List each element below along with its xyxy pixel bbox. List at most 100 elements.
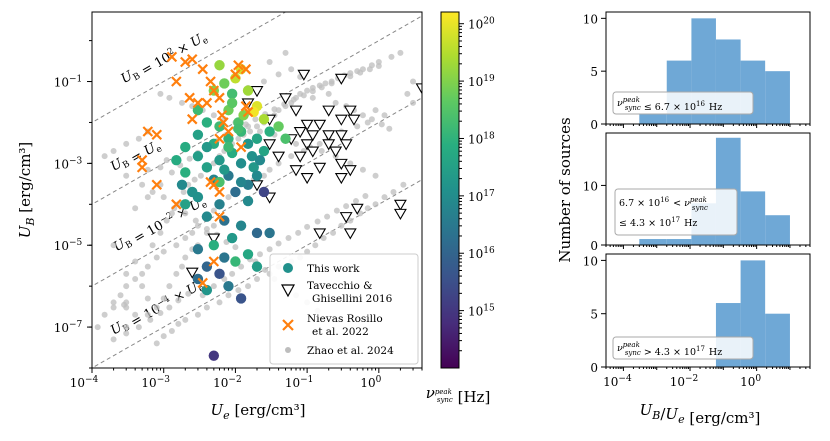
this-work-point bbox=[176, 179, 188, 190]
zhao-point bbox=[366, 66, 373, 73]
zhao-point bbox=[123, 140, 130, 147]
this-work-point bbox=[226, 88, 238, 100]
tavecchio-point bbox=[293, 126, 307, 139]
zhao-point bbox=[293, 140, 300, 147]
equipartition-line bbox=[92, 179, 422, 368]
colorbar-tick-label: 1019 bbox=[468, 74, 495, 89]
zhao-point bbox=[309, 88, 316, 95]
zhao-point bbox=[160, 295, 167, 302]
zhao-point bbox=[121, 301, 128, 308]
zhao-point bbox=[330, 229, 337, 236]
zhao-point bbox=[168, 328, 175, 335]
tavecchio-point bbox=[415, 83, 422, 95]
this-work-point bbox=[214, 176, 225, 188]
zhao-point bbox=[324, 213, 331, 220]
this-work-point bbox=[223, 133, 234, 144]
zhao-point bbox=[262, 266, 269, 273]
histogram-y-label: Number of sources bbox=[556, 117, 574, 262]
tavecchio-point bbox=[343, 165, 357, 177]
zhao-point bbox=[186, 155, 193, 162]
zhao-point bbox=[332, 99, 339, 106]
zhao-point bbox=[256, 251, 263, 258]
zhao-point bbox=[123, 172, 130, 179]
histogram-label-box bbox=[612, 91, 754, 115]
this-work-point bbox=[214, 199, 225, 210]
this-work-point bbox=[280, 133, 291, 144]
zhao-point bbox=[288, 66, 295, 73]
nievas-point bbox=[214, 133, 225, 145]
zhao-point bbox=[254, 275, 260, 282]
this-work-point bbox=[251, 261, 263, 272]
this-work-point bbox=[226, 232, 238, 244]
zhao-point bbox=[179, 263, 186, 270]
zhao-point bbox=[182, 235, 189, 242]
zhao-point bbox=[149, 242, 156, 249]
zhao-point bbox=[175, 320, 182, 327]
equipartition-line bbox=[92, 15, 422, 205]
zhao-point bbox=[139, 283, 146, 290]
zhao-point bbox=[173, 270, 180, 277]
this-work-point bbox=[251, 227, 263, 239]
nievas-point bbox=[171, 199, 182, 210]
this-work-point bbox=[258, 186, 270, 198]
zhao-point bbox=[368, 116, 375, 123]
tavecchio-point bbox=[272, 151, 286, 163]
colorbar-tick-label: 1018 bbox=[468, 131, 495, 146]
zhao-point bbox=[381, 112, 388, 119]
zhao-point bbox=[144, 311, 151, 318]
zhao-point bbox=[157, 310, 164, 317]
scatter-y-tick-label: 10−5 bbox=[54, 238, 83, 253]
zhao-point bbox=[410, 99, 417, 106]
zhao-point bbox=[372, 172, 379, 179]
histogram-y-tick-label: 0 bbox=[590, 239, 598, 253]
scatter-x-ticks: 10−4 10−3 10−2 10−1 100 bbox=[70, 368, 423, 390]
zhao-point bbox=[309, 94, 316, 101]
histogram-frame bbox=[605, 11, 811, 125]
this-work-point bbox=[254, 154, 266, 166]
histogram-label-line2: ≤ 4.3 × 1017 Hz bbox=[619, 216, 697, 229]
this-work-point bbox=[235, 176, 247, 188]
nievas-point bbox=[180, 56, 191, 68]
this-work-point bbox=[246, 150, 258, 162]
tavecchio-point bbox=[393, 199, 407, 211]
zhao-point bbox=[275, 240, 282, 247]
zhao-point bbox=[144, 295, 151, 302]
tavecchio-point bbox=[300, 139, 314, 151]
zhao-point bbox=[139, 270, 146, 277]
this-work-point bbox=[219, 252, 230, 263]
zhao-point bbox=[347, 160, 354, 167]
this-work-point bbox=[264, 126, 275, 137]
this-work-point bbox=[242, 249, 254, 260]
histogram-label-box bbox=[614, 188, 738, 236]
zhao-point bbox=[410, 78, 417, 85]
this-work-point bbox=[214, 60, 225, 71]
tavecchio-point bbox=[306, 130, 320, 142]
nievas-point bbox=[214, 92, 225, 104]
zhao-point bbox=[320, 235, 327, 242]
histogram-label-box bbox=[612, 336, 754, 360]
zhao-point bbox=[304, 223, 311, 230]
scatter-x-tick-label: 100 bbox=[360, 375, 381, 390]
zhao-point bbox=[359, 166, 366, 173]
zhao-point bbox=[135, 324, 142, 331]
zhao-point bbox=[325, 90, 332, 97]
nievas-point bbox=[136, 162, 148, 173]
zhao-point bbox=[175, 297, 182, 304]
colorbar-tick-label: 1020 bbox=[468, 17, 495, 32]
zhao-point bbox=[347, 217, 354, 224]
zhao-point bbox=[232, 244, 239, 251]
this-work-point bbox=[180, 199, 191, 210]
zhao-point bbox=[266, 246, 273, 253]
zhao-point bbox=[404, 90, 411, 97]
this-work-point bbox=[242, 138, 254, 150]
zhao-point bbox=[182, 254, 189, 261]
zhao-point bbox=[390, 188, 397, 195]
zhao-point bbox=[123, 330, 130, 337]
zhao-point bbox=[144, 194, 151, 201]
zhao-point bbox=[110, 148, 117, 155]
scatter-y-tick-label: 10−1 bbox=[54, 75, 83, 90]
